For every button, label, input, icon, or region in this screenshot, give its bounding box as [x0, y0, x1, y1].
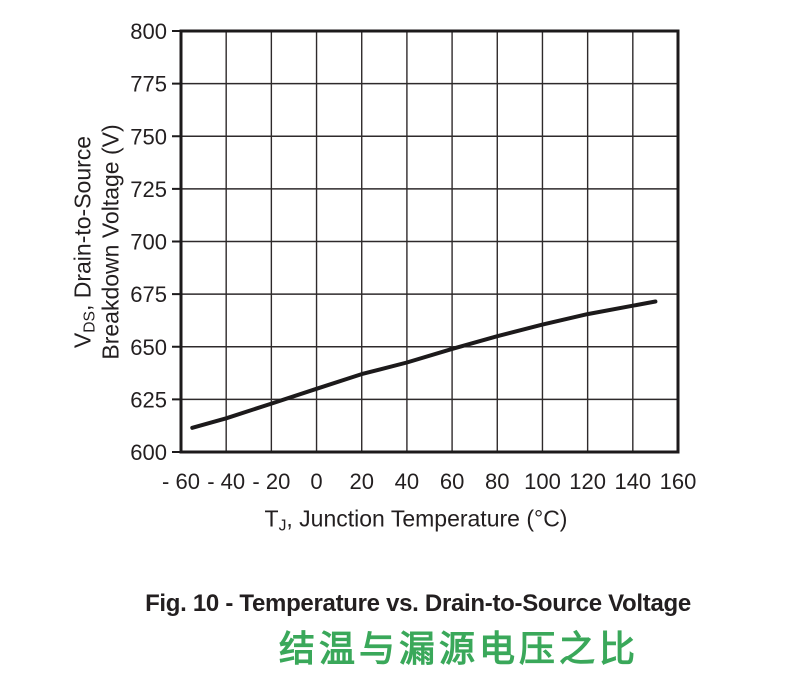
- y-axis-title-line2: Breakdown Voltage (V): [97, 124, 123, 360]
- x-tick-label: - 40: [207, 469, 245, 494]
- y-tick-label: 725: [130, 177, 167, 202]
- x-tick-label: - 60: [162, 469, 200, 494]
- x-tick-label: 0: [310, 469, 322, 494]
- x-tick-label: 60: [440, 469, 464, 494]
- y-axis-title: VDS, Drain-to-Source Breakdown Voltage (…: [69, 124, 124, 359]
- x-tick-label: 160: [660, 469, 697, 494]
- y-tick-label: 600: [130, 440, 167, 465]
- x-tick-label: 100: [524, 469, 561, 494]
- x-tick-label: 140: [614, 469, 651, 494]
- y-axis-title-symbol: V: [69, 332, 96, 349]
- plot-border: [179, 29, 680, 454]
- x-axis-title-subscript: J: [278, 517, 287, 535]
- data-curve: [190, 299, 658, 430]
- y-tick-label: 675: [130, 282, 167, 307]
- chinese-subtitle: 结温与漏源电压之比: [278, 628, 640, 669]
- x-axis-title-symbol: T: [264, 505, 279, 532]
- x-axis-title-rest: , Junction Temperature (°C): [286, 505, 568, 532]
- x-axis-title: TJ, Junction Temperature (°C): [264, 505, 568, 535]
- y-tick-label: 625: [130, 387, 167, 412]
- y-axis-title-rest: , Drain-to-Source: [69, 135, 96, 312]
- x-tick-label: 20: [349, 469, 373, 494]
- y-tick-label: 775: [130, 72, 167, 97]
- x-tick-label: - 20: [252, 469, 290, 494]
- y-tick-label: 650: [130, 335, 167, 360]
- x-tick-label: 120: [569, 469, 606, 494]
- y-tick-label: 700: [130, 230, 167, 255]
- x-tick-label: 80: [485, 469, 509, 494]
- x-tick-label: 40: [395, 469, 419, 494]
- y-tick-label: 750: [130, 124, 167, 149]
- y-tick-label: 800: [130, 19, 167, 44]
- figure-caption: Fig. 10 - Temperature vs. Drain-to-Sourc…: [145, 590, 691, 617]
- plot-area: 600 625 650 675 700 725 750 775 800 - 60 - 40 - 20 0…: [130, 19, 697, 494]
- y-axis-title-subscript: DS: [81, 311, 99, 333]
